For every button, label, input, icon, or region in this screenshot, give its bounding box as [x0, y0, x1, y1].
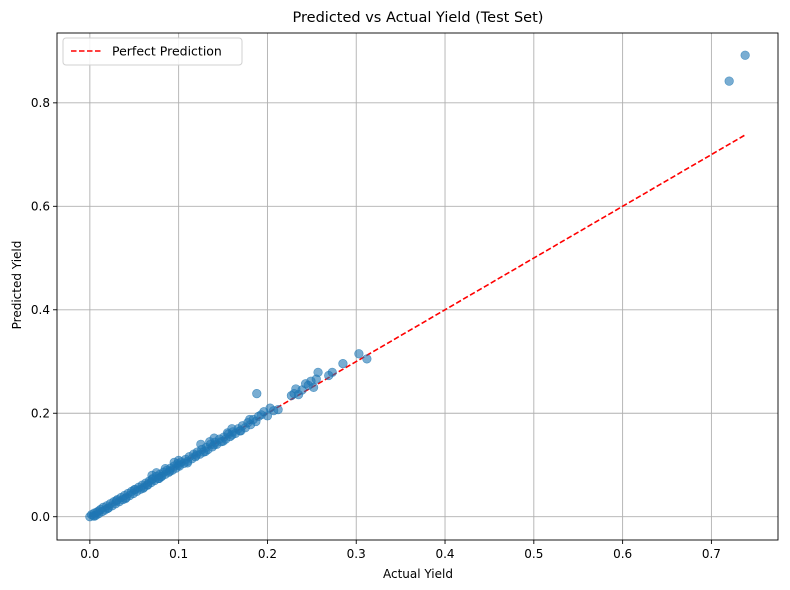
data-point	[196, 439, 206, 449]
x-axis-label: Actual Yield	[383, 567, 453, 581]
data-point	[252, 388, 262, 399]
legend-label: Perfect Prediction	[112, 44, 222, 59]
data-point	[142, 480, 153, 490]
x-tick-label: 0.0	[80, 547, 99, 561]
data-point	[200, 446, 210, 457]
data-point	[338, 358, 348, 369]
data-point	[354, 349, 364, 359]
data-point	[120, 494, 130, 504]
perfect-prediction-line	[89, 134, 746, 518]
data-point	[313, 367, 323, 377]
data-point	[724, 76, 734, 86]
data-point	[327, 367, 337, 377]
x-tick-label: 0.7	[702, 547, 721, 561]
y-tick-label: 0.4	[31, 303, 50, 317]
x-tick-label: 0.4	[435, 547, 454, 561]
y-tick-label: 0.6	[31, 200, 50, 214]
data-point	[236, 426, 246, 436]
data-point	[111, 496, 122, 506]
data-point	[209, 433, 219, 443]
data-point	[362, 354, 372, 364]
data-point	[740, 50, 750, 60]
data-point	[129, 485, 139, 495]
y-tick-label: 0.2	[31, 407, 50, 421]
reference-line-layer	[89, 134, 746, 518]
y-axis-label: Predicted Yield	[10, 241, 24, 330]
data-point	[94, 506, 104, 516]
legend: Perfect Prediction	[62, 37, 243, 66]
data-point	[218, 436, 228, 446]
x-tick-label: 0.6	[613, 547, 632, 561]
data-point	[174, 455, 184, 465]
data-point	[227, 424, 237, 434]
data-point	[309, 382, 319, 392]
y-axis-ticks: 0.0 0.2 0.4 0.6 0.8	[31, 96, 57, 524]
x-tick-label: 0.2	[258, 547, 277, 561]
chart-title: Predicted vs Actual Yield (Test Set)	[293, 10, 544, 26]
legend-box	[62, 37, 243, 66]
x-tick-label: 0.5	[524, 547, 543, 561]
x-axis-ticks: 0.0 0.1 0.2 0.3 0.4 0.5 0.6 0.7	[80, 540, 721, 561]
x-tick-label: 0.3	[347, 547, 366, 561]
data-point	[160, 464, 170, 474]
x-tick-label: 0.1	[169, 547, 188, 561]
data-point	[103, 503, 113, 514]
data-points	[85, 50, 750, 522]
y-tick-label: 0.0	[31, 510, 50, 524]
data-point	[273, 405, 283, 415]
data-point	[154, 473, 164, 484]
data-point	[245, 414, 255, 425]
y-tick-label: 0.8	[31, 96, 50, 110]
data-point	[191, 450, 202, 460]
grid	[57, 33, 778, 540]
plot-frame	[56, 32, 779, 541]
data-point	[182, 458, 193, 468]
